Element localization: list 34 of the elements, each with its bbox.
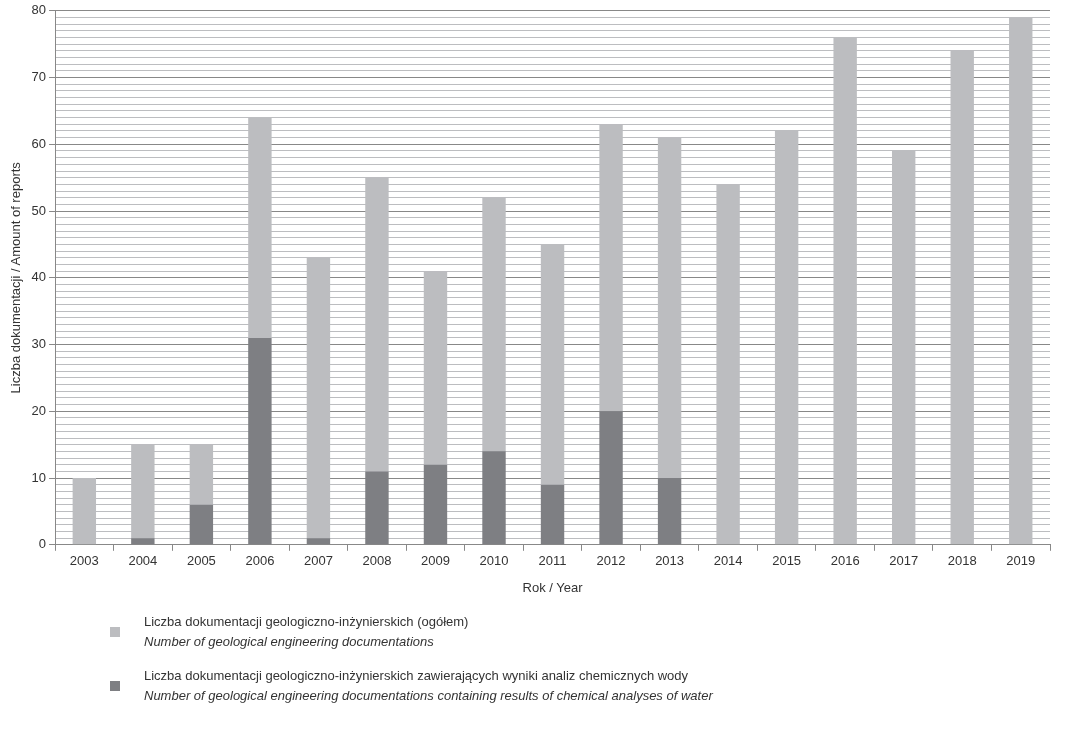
x-tick-label: 2004 (128, 553, 158, 569)
x-tick-label: 2013 (655, 553, 685, 569)
x-tick-label: 2015 (772, 553, 802, 569)
x-axis-title: Rok / Year (522, 579, 584, 595)
y-tick-label: 50 (31, 202, 47, 218)
x-tick-label: 2005 (186, 553, 216, 569)
x-tick-label: 2006 (245, 553, 275, 569)
x-tick-label: 2010 (479, 553, 509, 569)
x-tick-label: 2008 (362, 553, 392, 569)
x-tick-label: 2011 (538, 553, 567, 569)
x-tick-label: 2009 (421, 553, 450, 569)
x-tick-label: 2019 (1006, 553, 1036, 569)
x-tick-label: 2012 (596, 553, 626, 569)
y-tick-label: 60 (31, 135, 47, 151)
y-tick-label: 0 (38, 536, 47, 552)
x-tick-label: 2016 (830, 553, 860, 569)
x-tick-label: 2017 (889, 553, 919, 569)
legend-label: Liczba dokumentacji geologiczno-inżynierskich (ogółem) Number of geological engineering documentations (144, 613, 469, 651)
y-tick-label: 70 (31, 69, 47, 85)
y-tick-label: 30 (31, 336, 47, 352)
x-tick-label: 2014 (713, 553, 743, 569)
y-tick-label: 80 (31, 2, 47, 18)
y-tick-label: 20 (31, 402, 47, 418)
bar (131, 538, 155, 545)
y-axis-title: Liczba dokumentacji / Amount of reports (8, 161, 24, 394)
x-tick-label: 2003 (69, 553, 99, 569)
bar (306, 538, 331, 545)
x-tick-label: 2007 (303, 553, 333, 569)
legend-label: Liczba dokumentacji geologiczno-inżynierskich zawierających wyniki analiz chemicznych wody Number of geological engineering documentations containing results of chemical analyses of water (144, 667, 713, 705)
bar (540, 484, 565, 545)
x-tick-label: 2018 (947, 553, 977, 569)
bar (189, 504, 214, 545)
y-tick-label: 40 (31, 269, 47, 285)
y-tick-label: 10 (31, 469, 47, 485)
